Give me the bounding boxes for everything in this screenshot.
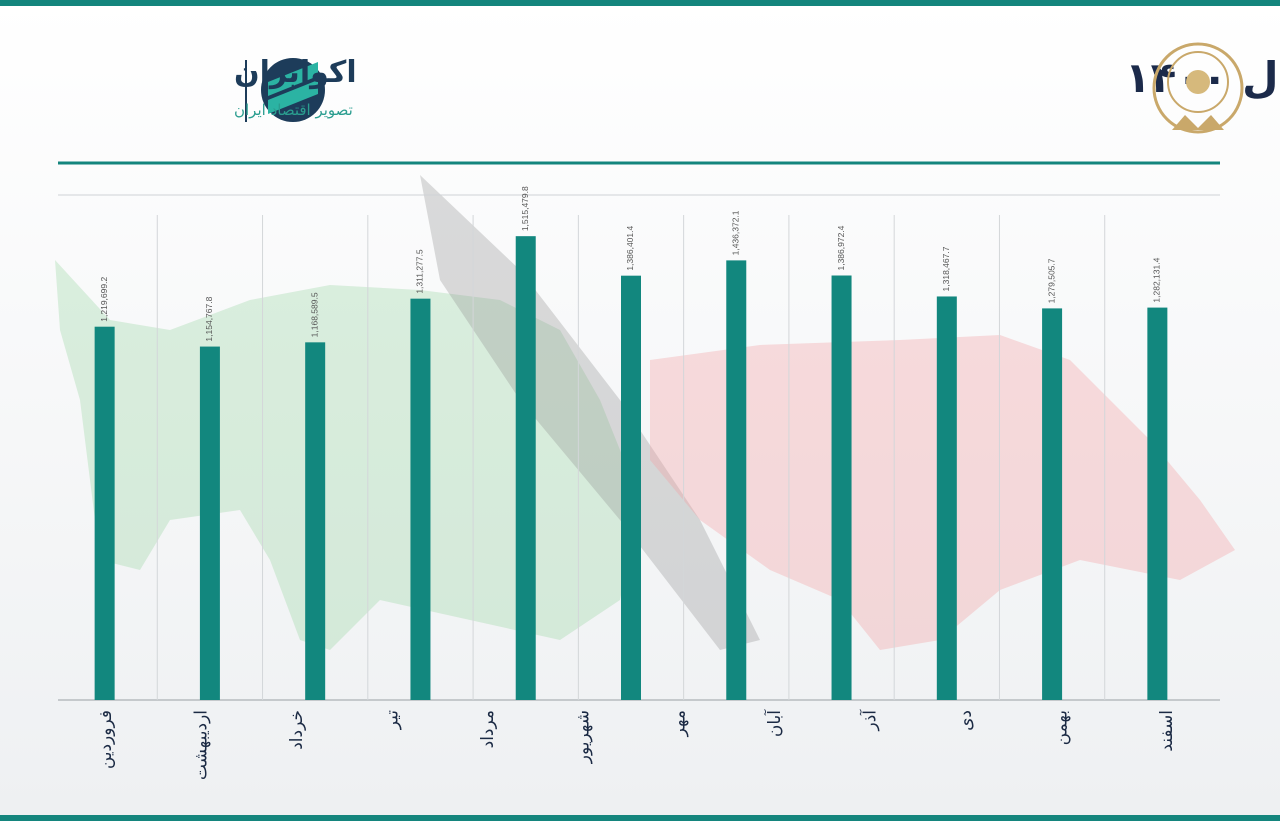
bar — [199, 346, 220, 700]
value-label: 1,154,767.8 — [204, 296, 214, 341]
value-label: 1,318,467.7 — [941, 246, 951, 291]
value-label: 1,279,505.7 — [1046, 258, 1056, 303]
bar — [621, 275, 641, 700]
value-label: 1,436,372.1 — [731, 210, 741, 255]
bar — [1147, 307, 1168, 700]
x-tick-label: بهمن — [1052, 710, 1072, 745]
x-tick-label: شهریور — [574, 710, 594, 764]
bar — [94, 326, 115, 700]
bar — [305, 342, 326, 700]
x-tick-label: آذر — [858, 709, 880, 732]
value-label: 1,515,479.8 — [520, 186, 530, 231]
value-label: 1,386,972.4 — [836, 225, 846, 270]
x-tick-label: آبان — [763, 709, 785, 737]
x-tick-label: اسفند — [1157, 710, 1177, 752]
x-tick-label: فروردین — [96, 710, 116, 769]
x-tick-label: مهر — [669, 710, 689, 737]
bar — [831, 275, 852, 700]
value-label: 1,219,699.2 — [99, 277, 109, 322]
brand-tagline: تصویر اقتصاد ایران — [234, 101, 353, 119]
value-label: 1,282,131.4 — [1152, 257, 1162, 302]
bar — [1042, 308, 1063, 700]
bar — [936, 296, 957, 700]
value-label: 1,386,401.4 — [625, 226, 635, 271]
x-tick-label: تیر — [383, 710, 403, 731]
bar — [726, 260, 747, 700]
bottom-strip — [0, 815, 1280, 821]
value-label: 1,168,589.5 — [309, 292, 319, 337]
x-tick-label: دی — [956, 710, 976, 731]
horn-shape — [420, 175, 760, 650]
value-label: 1,311,277.5 — [415, 249, 425, 294]
top-strip — [0, 0, 1280, 6]
brand-logo — [245, 58, 325, 122]
x-tick-label: مرداد — [478, 710, 498, 748]
bar — [410, 298, 431, 700]
x-tick-label: اردیبهشت — [191, 710, 211, 780]
emblem — [1152, 42, 1244, 134]
bar — [515, 236, 536, 701]
brand-name: اکوایران — [234, 55, 357, 90]
x-tick-label: خرداد — [287, 710, 307, 750]
